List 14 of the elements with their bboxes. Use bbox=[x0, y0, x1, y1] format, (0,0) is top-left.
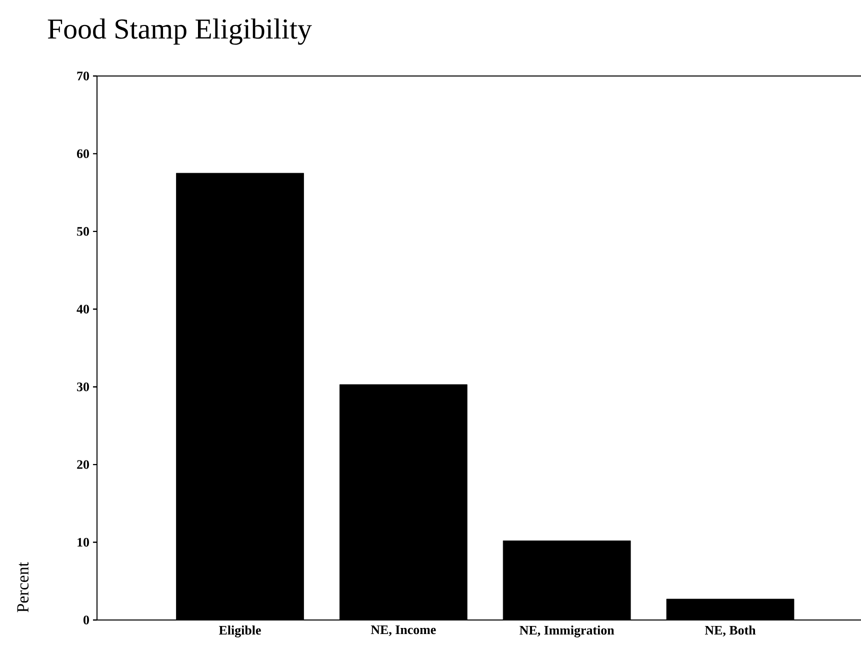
chart-title: Food Stamp Eligibility bbox=[48, 18, 312, 45]
y-tick-label: 40 bbox=[76, 304, 89, 314]
y-tick-label: 60 bbox=[76, 149, 89, 158]
y-tick-label: 0 bbox=[84, 616, 89, 624]
x-tick-label: NE, Income bbox=[370, 626, 436, 636]
y-tick-label: 30 bbox=[77, 382, 89, 392]
x-tick-label: Eligible bbox=[218, 626, 261, 638]
y-tick-label: 10 bbox=[78, 538, 89, 547]
x-tick-label: NE, Immigration bbox=[520, 626, 614, 638]
x-tick-label: NE, Both bbox=[704, 626, 756, 636]
y-tick-label: 50 bbox=[77, 227, 89, 236]
y-tick-label: 70 bbox=[77, 72, 89, 80]
y-axis-title: Percent bbox=[17, 562, 29, 612]
y-tick-label: 20 bbox=[77, 460, 89, 469]
